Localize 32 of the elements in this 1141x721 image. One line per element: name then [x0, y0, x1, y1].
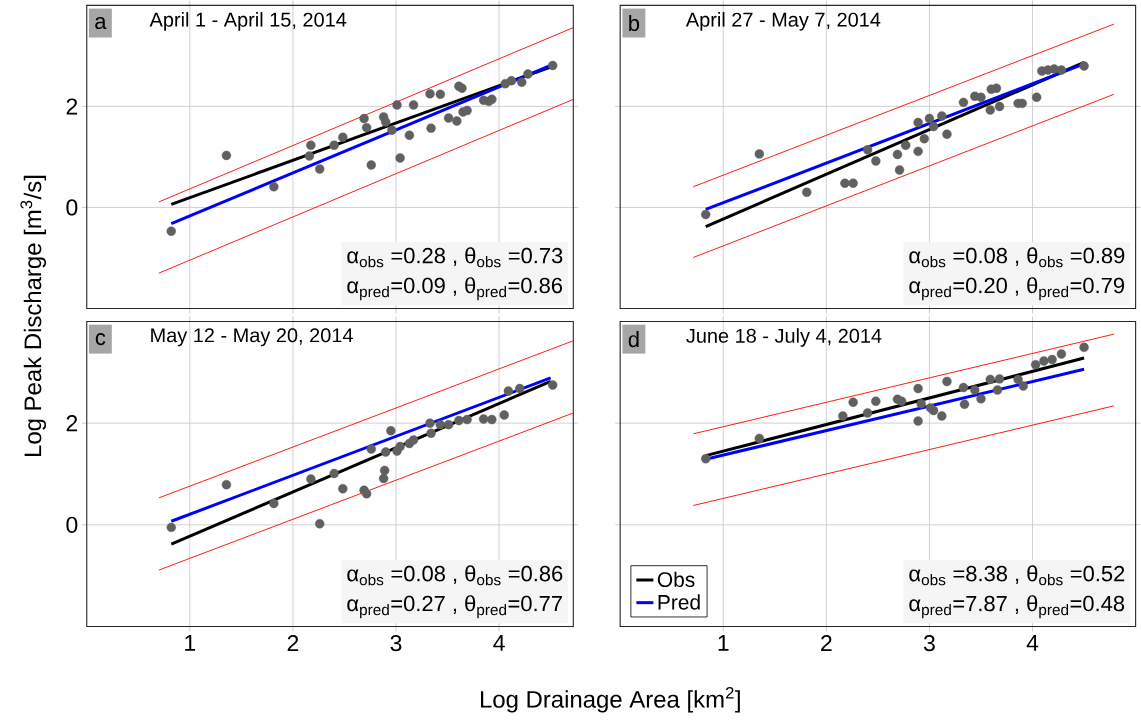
y-tick-label: 0: [66, 199, 78, 216]
annotation: d: [628, 330, 639, 348]
x-tick-label: 3: [923, 634, 935, 652]
annotation: α$_{pred}$=0.09 , θ$_{pred}$=0.86: [347, 277, 563, 301]
annotation: α$_{obs}$ =0.28 , θ$_{obs}$ =0.73: [347, 247, 563, 268]
annotation: α$_{obs}$ =0.08 , θ$_{obs}$ =0.89: [909, 247, 1125, 268]
legend-label: Pred: [658, 594, 700, 610]
annotation: α$_{obs}$ =0.08 , θ$_{obs}$ =0.86: [347, 565, 563, 586]
annotation: α$_{pred}$=7.87 , θ$_{pred}$=0.48: [909, 595, 1125, 619]
x-tick-label: 4: [493, 634, 505, 651]
x-tick-label: 2: [821, 634, 832, 651]
annotation: α$_{obs}$ =8.38 , θ$_{obs}$ =0.52: [909, 565, 1125, 586]
legend-label: Obs: [657, 571, 695, 587]
annotation: b: [629, 14, 640, 32]
annotation: a: [95, 16, 107, 29]
y-tick-label: 2: [66, 98, 78, 115]
x-tick-label: 2: [287, 634, 299, 651]
chart-title: May 12 - May 20, 2014: [151, 328, 353, 347]
x-tick-label: 3: [390, 634, 402, 652]
annotation: α$_{pred}$=0.20 , θ$_{pred}$=0.79: [909, 277, 1125, 301]
x-tick-label: 1: [185, 634, 196, 651]
y-tick-label: 2: [66, 415, 78, 432]
annotation: α$_{pred}$=0.27 , θ$_{pred}$=0.77: [347, 595, 562, 619]
chart-title: April 1 - April 15, 2014: [149, 12, 347, 31]
chart-title: June 18 - July 4, 2014: [686, 328, 882, 347]
y-tick-label: 0: [66, 516, 78, 533]
chart-title: April 27 - May 7, 2014: [685, 12, 881, 31]
x-tick-label: 1: [718, 634, 729, 651]
x-axis-title: Log Drainage Area [km$^{2}$]: [480, 686, 740, 713]
annotation: c: [95, 333, 106, 346]
x-tick-label: 4: [1026, 634, 1039, 651]
y-axis-title: Log Peak Discharge [m$^{3}$/s]: [20, 175, 47, 456]
